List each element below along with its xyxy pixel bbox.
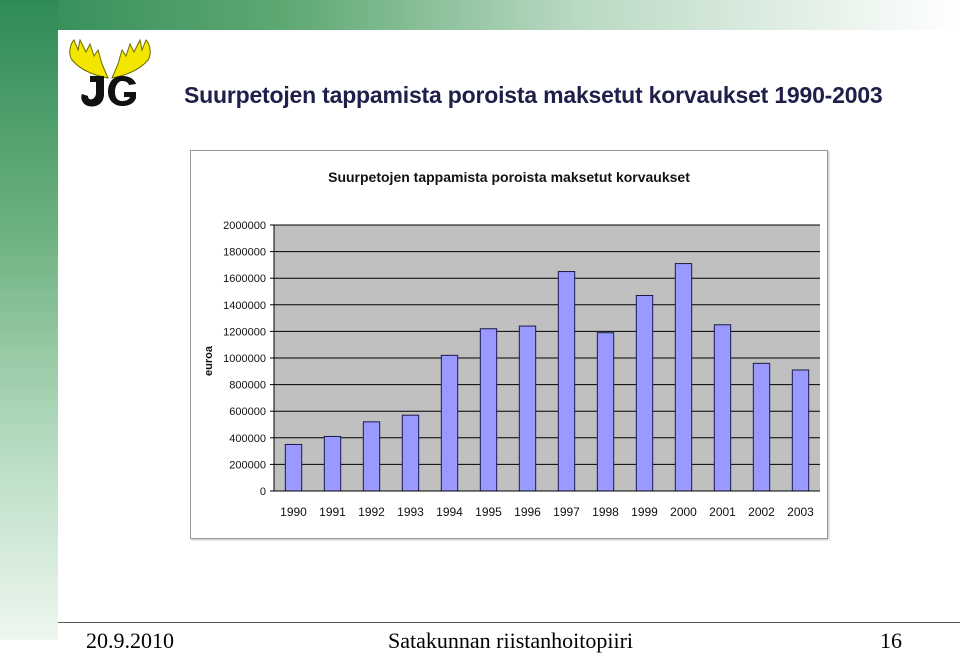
x-tick-label: 1990: [280, 505, 307, 519]
y-tick-label: 1000000: [223, 353, 266, 365]
y-tick-label: 1200000: [223, 326, 266, 338]
bar-1992: [362, 421, 381, 492]
y-tick-label: 200000: [229, 459, 266, 471]
x-tick-label: 1996: [514, 505, 541, 519]
x-tick-label: 2001: [709, 505, 736, 519]
footer-organization: Satakunnan riistanhoitopiiri: [388, 628, 634, 653]
x-tick-label: 1997: [553, 505, 580, 519]
x-tick-label: 1999: [631, 505, 658, 519]
y-tick-label: 400000: [229, 433, 266, 445]
bar-1991: [323, 435, 342, 492]
bar-1994: [440, 354, 459, 492]
y-axis-label: euroa: [203, 345, 215, 376]
bar-chart: Suurpetojen tappamista poroista maksetut…: [203, 169, 820, 519]
bar-1997: [557, 271, 576, 492]
bar-1990: [284, 443, 303, 492]
bar-2003: [791, 369, 810, 492]
bar-1993: [401, 414, 420, 492]
y-tick-label: 0: [260, 486, 266, 498]
slide-title: Suurpetojen tappamista poroista maksetut…: [184, 82, 883, 108]
y-tick-label: 1800000: [223, 247, 266, 259]
x-tick-label: 1991: [319, 505, 346, 519]
footer-date: 20.9.2010: [86, 628, 174, 653]
x-tick-label: 1994: [436, 505, 463, 519]
x-tick-label: 1993: [397, 505, 424, 519]
x-tick-label: 1998: [592, 505, 619, 519]
logo-letter-j: [81, 76, 104, 107]
chart-frame: Suurpetojen tappamista poroista maksetut…: [190, 150, 828, 539]
bar-1999: [635, 294, 654, 492]
x-tick-label: 1992: [358, 505, 385, 519]
x-tick-label: 2003: [787, 505, 814, 519]
bar-2001: [713, 324, 732, 492]
bar-2002: [752, 362, 771, 492]
chart-title: Suurpetojen tappamista poroista maksetut…: [328, 169, 690, 185]
x-tick-label: 2002: [748, 505, 775, 519]
page-number: 16: [880, 628, 902, 653]
bar-1998: [596, 332, 615, 492]
y-tick-label: 800000: [229, 380, 266, 392]
bar-1996: [518, 325, 537, 492]
footer-divider: [58, 622, 960, 623]
jg-logo: [69, 38, 151, 107]
y-tick-label: 2000000: [223, 220, 266, 232]
logo-antler-right: [111, 38, 151, 79]
logo-letter-g: [108, 76, 136, 106]
x-tick-label: 1995: [475, 505, 502, 519]
x-tick-label: 2000: [670, 505, 697, 519]
y-tick-label: 1400000: [223, 300, 266, 312]
logo-antler-left: [69, 38, 109, 79]
bar-2000: [674, 263, 693, 492]
y-tick-label: 600000: [229, 406, 266, 418]
slide-top-band: [0, 0, 960, 30]
y-tick-label: 1600000: [223, 273, 266, 285]
slide-left-band: [0, 0, 58, 640]
bar-1995: [479, 328, 498, 492]
